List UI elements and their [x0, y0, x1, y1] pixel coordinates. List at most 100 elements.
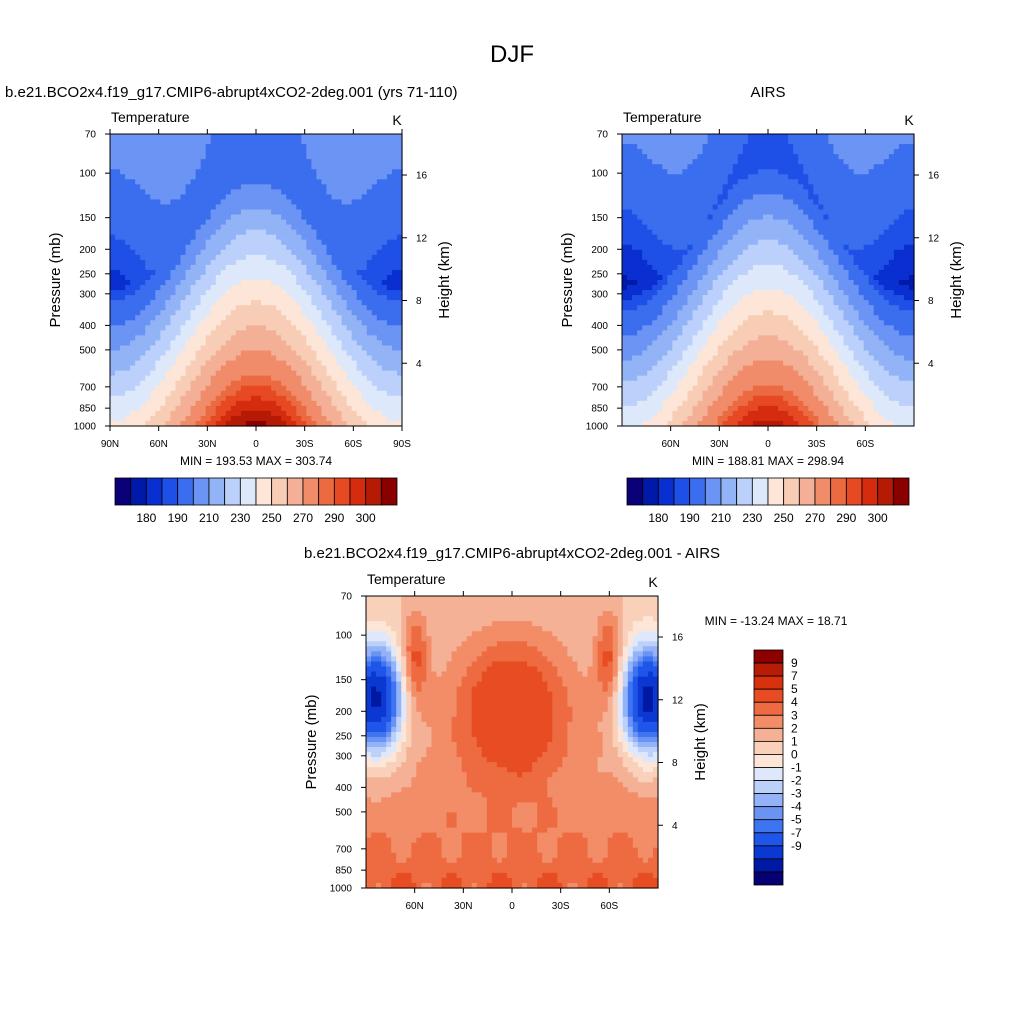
contour-cell — [281, 380, 287, 387]
contour-cell — [798, 194, 804, 201]
contour-cell — [281, 330, 287, 336]
contour-cell — [371, 184, 378, 190]
contour-cell — [838, 144, 845, 150]
contour-cell — [727, 174, 734, 180]
contour-cell — [697, 204, 704, 211]
contour-cell — [843, 214, 850, 221]
contour-cell — [230, 229, 237, 236]
contour-cell — [677, 229, 684, 236]
contour-cell — [366, 204, 373, 211]
contour-cell — [215, 244, 222, 251]
contour-cell — [747, 159, 754, 165]
contour-cell — [788, 159, 794, 165]
contour-cell — [175, 310, 182, 316]
contour-cell — [145, 144, 151, 150]
contour-cell — [848, 249, 855, 256]
contour-cell — [220, 370, 227, 377]
contour-cell — [140, 325, 146, 331]
contour-cell — [386, 214, 393, 221]
contour-cell — [707, 154, 714, 160]
contour-cell — [396, 149, 403, 155]
contour-cell — [341, 239, 348, 246]
contour-cell — [271, 159, 277, 165]
contour-cell — [371, 269, 378, 276]
contour-cell — [667, 259, 673, 266]
contour-cell — [391, 340, 398, 347]
contour-cell — [868, 159, 875, 165]
contour-cell — [281, 219, 287, 226]
contour-cell — [135, 239, 141, 246]
contour-cell — [130, 169, 136, 175]
contour-cell — [150, 300, 156, 306]
contour-cell — [311, 420, 318, 427]
contour-cell — [281, 405, 287, 412]
contour-cell — [185, 199, 192, 206]
contour-cell — [205, 330, 212, 336]
contour-cell — [276, 320, 282, 326]
contour-cell — [235, 204, 242, 211]
contour-cell — [210, 254, 217, 261]
contour-cell — [195, 330, 202, 336]
contour-cell — [783, 264, 789, 271]
contour-cell — [356, 390, 363, 397]
contour-cell — [225, 360, 232, 367]
contour-cell — [873, 149, 880, 155]
contour-cell — [306, 159, 312, 165]
contour-cell — [361, 219, 368, 226]
contour-cell — [250, 144, 257, 150]
contour-cell — [130, 325, 136, 331]
contour-cell — [687, 199, 694, 206]
contour-cell — [768, 149, 774, 155]
contour-cell — [371, 149, 378, 155]
contour-cell — [757, 139, 764, 145]
contour-cell — [391, 335, 398, 342]
contour-cell — [261, 370, 267, 377]
contour-cell — [341, 184, 348, 190]
contour-cell — [140, 380, 146, 387]
contour-cell — [250, 415, 257, 422]
contour-cell — [376, 199, 383, 206]
contour-cell — [205, 219, 212, 226]
contour-cell — [235, 400, 242, 407]
contour-cell — [291, 345, 297, 352]
contour-cell — [637, 229, 643, 236]
contour-cell — [261, 330, 267, 336]
contour-cell — [296, 149, 302, 155]
contour-cell — [291, 144, 297, 150]
contour-cell — [230, 280, 237, 286]
contour-cell — [627, 194, 633, 201]
contour-cell — [276, 184, 282, 190]
contour-cell — [140, 189, 146, 196]
contour-cell — [296, 375, 302, 382]
contour-cell — [261, 139, 267, 145]
contour-cell — [185, 274, 192, 281]
contour-cell — [818, 179, 824, 185]
contour-cell — [256, 219, 262, 226]
contour-cell — [245, 410, 252, 417]
contour-cell — [195, 244, 202, 251]
contour-cell — [125, 144, 131, 150]
panel-model-minmax: MIN = 193.53 MAX = 303.74 — [180, 454, 332, 468]
contour-cell — [271, 149, 277, 155]
contour-cell — [742, 159, 749, 165]
contour-cell — [371, 224, 378, 231]
contour-cell — [788, 189, 794, 196]
contour-cell — [215, 154, 222, 160]
contour-cell — [778, 259, 784, 266]
contour-cell — [843, 184, 850, 190]
contour-cell — [803, 204, 809, 211]
contour-cell — [381, 405, 388, 412]
contour-cell — [165, 224, 172, 231]
contour-cell — [301, 189, 307, 196]
contour-cell — [205, 410, 212, 417]
contour-cell — [647, 174, 653, 180]
contour-cell — [145, 415, 151, 422]
contour-cell — [381, 209, 388, 216]
contour-cell — [250, 204, 257, 211]
contour-cell — [647, 239, 653, 246]
contour-cell — [346, 285, 353, 291]
contour-cell — [175, 254, 182, 261]
contour-cell — [391, 264, 398, 271]
contour-cell — [838, 174, 845, 180]
latitude-tick-label: 60S — [344, 439, 362, 450]
